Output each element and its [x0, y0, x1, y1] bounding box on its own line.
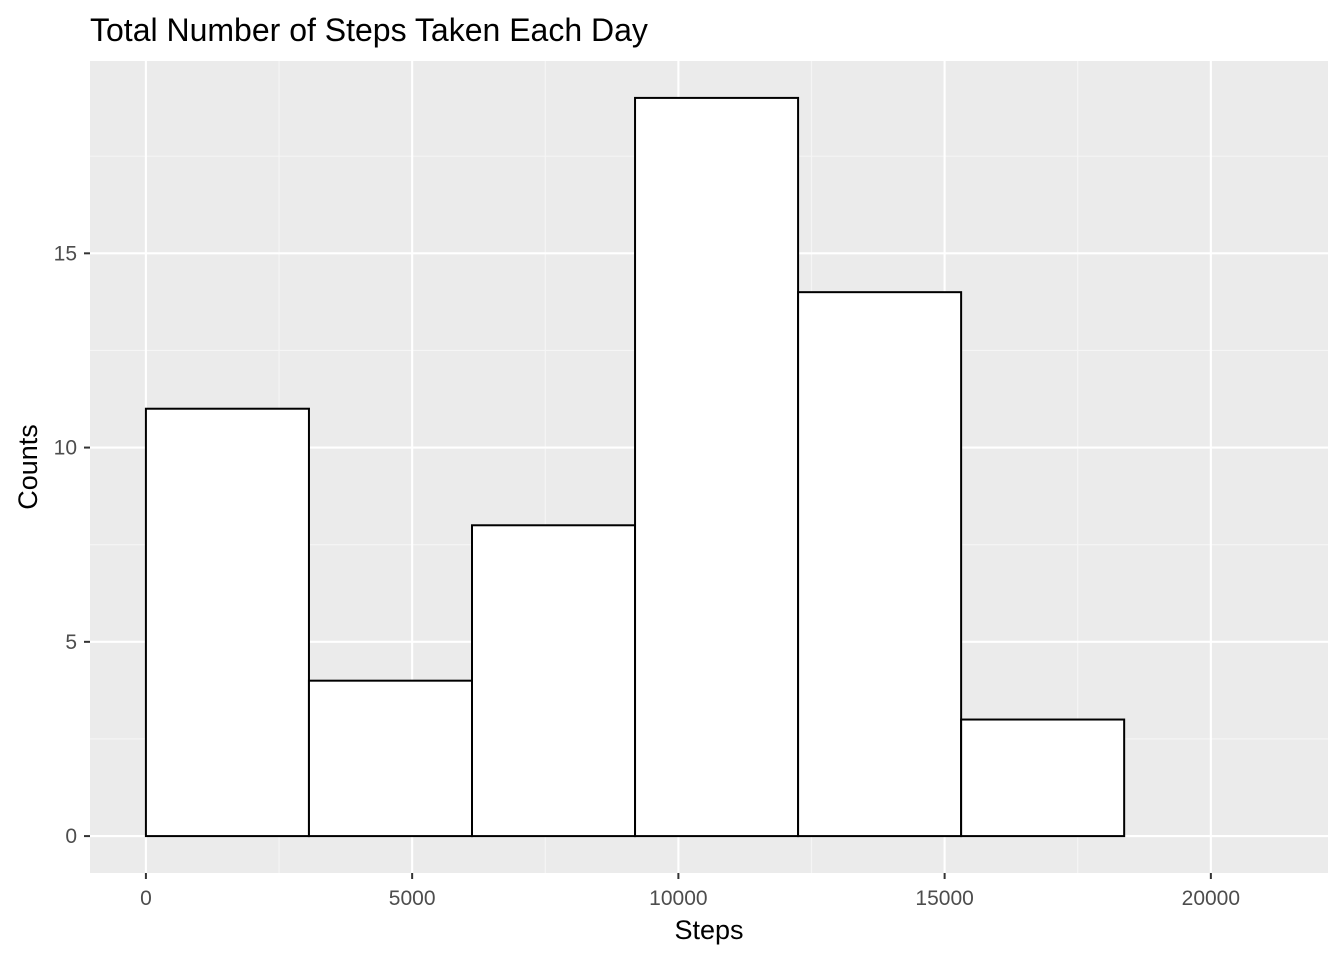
chart-title: Total Number of Steps Taken Each Day: [90, 12, 648, 48]
x-axis-title: Steps: [674, 915, 743, 945]
x-axis-ticks: 0 5000 10000 15000 20000: [140, 873, 1240, 910]
x-tick-label: 15000: [915, 887, 973, 910]
x-tick-label: 10000: [649, 887, 707, 910]
histogram-bar: [470, 524, 637, 838]
histogram-bar: [307, 679, 473, 838]
x-tick-label: 0: [140, 887, 152, 910]
x-tick-label: 5000: [389, 887, 436, 910]
histogram-bar: [634, 96, 800, 838]
y-axis-title: Counts: [13, 424, 43, 510]
bars-group: [144, 96, 1126, 838]
y-tick-label: 15: [54, 242, 77, 265]
histogram-bar: [144, 407, 310, 838]
histogram-bar: [797, 291, 963, 838]
y-tick-label: 0: [65, 825, 77, 848]
histogram-bar: [960, 718, 1126, 838]
y-axis-ticks: 0 5 10 15: [54, 242, 90, 848]
x-tick-label: 20000: [1182, 887, 1240, 910]
y-tick-label: 10: [54, 437, 77, 460]
y-tick-label: 5: [65, 631, 77, 654]
